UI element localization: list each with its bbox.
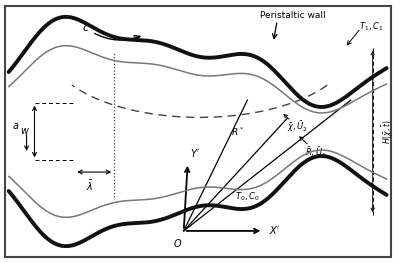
Text: $c$: $c$ [82,23,90,33]
Text: $\bar{\chi}, \bar{U}_2$: $\bar{\chi}, \bar{U}_2$ [287,119,308,134]
Text: $X'$: $X'$ [269,224,281,236]
Text: $T_0, C_0$: $T_0, C_0$ [235,191,260,203]
Text: $R^*$: $R^*$ [231,125,244,138]
Text: $\bar{R}, \bar{U}_1$: $\bar{R}, \bar{U}_1$ [305,145,326,160]
Text: Peristaltic wall: Peristaltic wall [260,11,326,20]
Text: $T_1, C_1$: $T_1, C_1$ [359,21,383,33]
Text: $w$: $w$ [20,127,30,136]
Text: $\bar{\lambda}$: $\bar{\lambda}$ [86,179,94,193]
Text: $H(\bar{\chi}, \bar{t})$: $H(\bar{\chi}, \bar{t})$ [381,119,395,144]
Text: $O$: $O$ [173,237,182,249]
Text: $Y'$: $Y'$ [190,147,200,159]
Text: $a$: $a$ [12,121,20,131]
